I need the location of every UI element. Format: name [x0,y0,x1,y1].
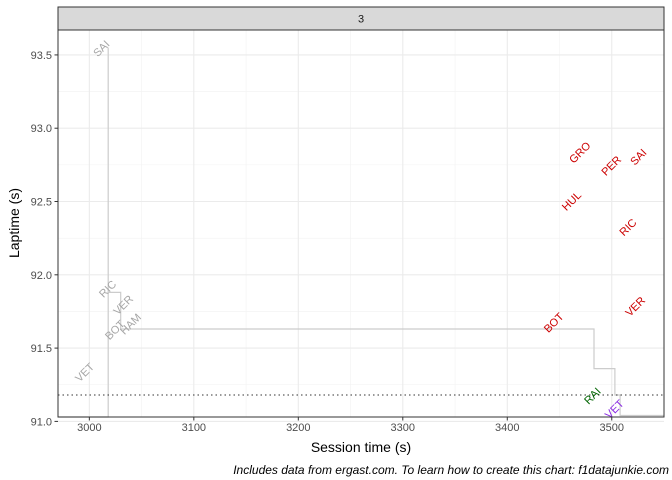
chart-caption: Includes data from ergast.com. To learn … [233,463,669,477]
plot-panel-border [57,29,665,418]
facet-label: 3 [358,14,364,26]
y-tick-label: 93.5 [31,50,52,62]
x-tick-label: 3200 [286,422,310,434]
y-tick-label: 92.5 [31,197,52,209]
y-tick-label: 93.0 [31,123,52,135]
x-tick-label: 3100 [182,422,206,434]
y-tick-label: 91.5 [31,343,52,355]
x-tick-label: 3500 [600,422,624,434]
best-laptime-step-line [58,47,664,418]
step-line-layer [58,47,664,418]
y-tick-label: 92.0 [31,270,52,282]
x-tick-label: 3000 [77,422,101,434]
grid-lines [58,30,665,422]
y-axis-title: Laptime (s) [6,188,22,258]
x-axis: 3000 3100 3200 3300 3400 3500 [77,417,624,434]
y-tick-label: 91.0 [31,416,52,428]
plot-panel [58,30,664,417]
x-axis-title: Session time (s) [311,439,411,455]
y-axis: 91.0 91.5 92.0 92.5 93.0 93.5 [31,50,58,428]
x-tick-label: 3300 [391,422,415,434]
x-tick-label: 3400 [495,422,519,434]
